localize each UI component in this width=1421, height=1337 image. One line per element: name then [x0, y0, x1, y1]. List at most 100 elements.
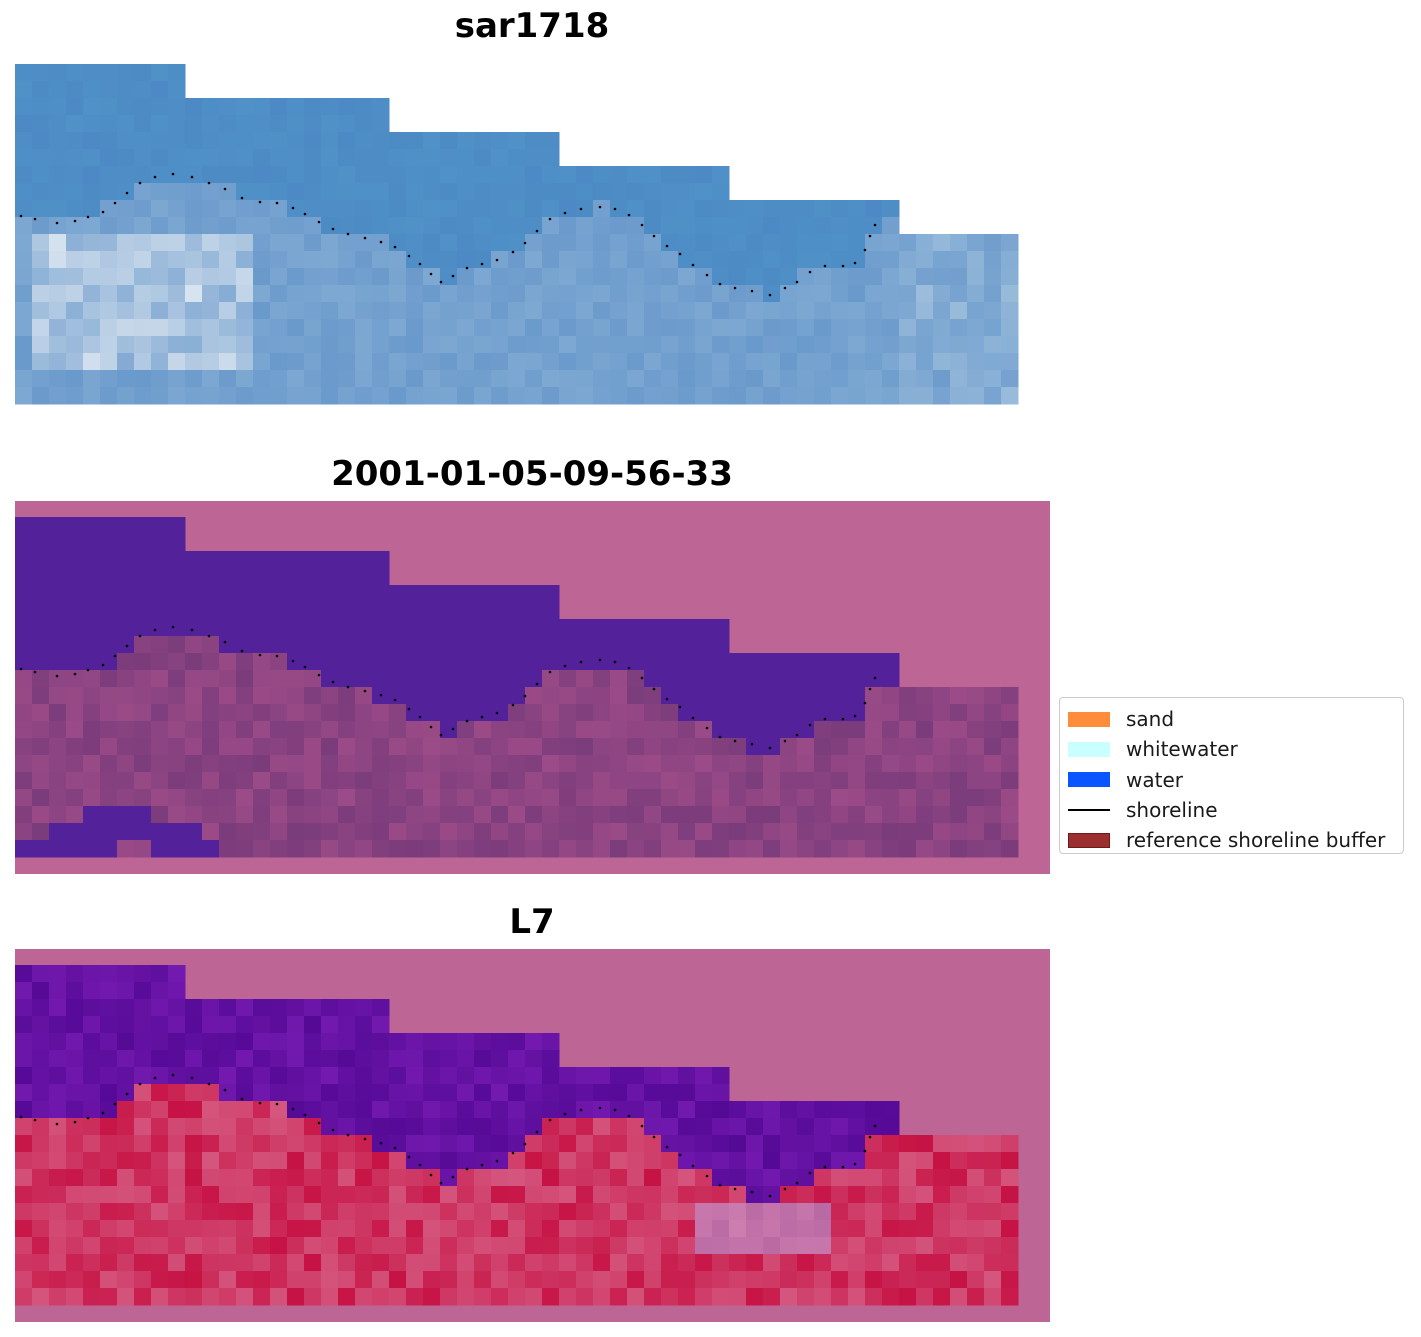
- image-cell: [1001, 738, 1019, 756]
- shoreline-point: [511, 250, 515, 254]
- image-cell: [219, 721, 237, 739]
- image-cell: [695, 1135, 713, 1153]
- image-cell: [66, 965, 84, 983]
- image-cell: [729, 302, 747, 320]
- image-cell: [321, 636, 339, 654]
- image-cell: [32, 1101, 50, 1119]
- image-cell: [950, 738, 968, 756]
- shoreline-point: [138, 634, 142, 638]
- shoreline-point: [733, 1187, 737, 1191]
- image-cell: [253, 602, 271, 620]
- image-cell: [899, 1288, 917, 1306]
- image-cell: [253, 285, 271, 303]
- shoreline-point: [868, 1135, 872, 1139]
- image-cell: [389, 1084, 407, 1102]
- image-cell: [627, 1237, 645, 1255]
- shoreline-point: [783, 1187, 787, 1191]
- image-cell: [780, 1101, 798, 1119]
- image-cell: [559, 1237, 577, 1255]
- image-cell: [984, 772, 1002, 790]
- image-cell: [287, 251, 305, 269]
- image-cell: [542, 602, 560, 620]
- image-cell: [712, 789, 730, 807]
- image-cell: [899, 387, 917, 405]
- image-cell: [984, 1288, 1002, 1306]
- image-cell: [389, 806, 407, 824]
- image-cell: [304, 319, 322, 337]
- image-cell: [695, 353, 713, 371]
- image-cell: [202, 1271, 220, 1289]
- image-cell: [423, 387, 441, 405]
- shoreline-point: [691, 716, 695, 720]
- image-cell: [100, 302, 118, 320]
- image-cell: [287, 755, 305, 773]
- shoreline-point: [223, 640, 227, 644]
- image-cell: [185, 268, 203, 286]
- image-cell: [338, 370, 356, 388]
- image-cell: [66, 370, 84, 388]
- image-cell: [457, 1118, 475, 1136]
- image-cell: [338, 1050, 356, 1068]
- image-cell: [967, 1220, 985, 1238]
- image-cell: [15, 1237, 33, 1255]
- image-cell: [457, 217, 475, 235]
- image-cell: [168, 653, 186, 671]
- image-cell: [372, 585, 390, 603]
- image-cell: [202, 999, 220, 1017]
- image-cell: [66, 132, 84, 150]
- image-cell: [933, 823, 951, 841]
- image-cell: [151, 81, 169, 99]
- shoreline-point: [841, 1165, 845, 1169]
- image-cell: [814, 302, 832, 320]
- image-cell: [474, 1288, 492, 1306]
- image-cell: [627, 1135, 645, 1153]
- image-cell: [372, 251, 390, 269]
- image-cell: [695, 1101, 713, 1119]
- image-cell: [576, 704, 594, 722]
- image-cell: [15, 1169, 33, 1187]
- title-classification: 2001-01-05-09-56-33: [331, 454, 733, 494]
- image-cell: [253, 585, 271, 603]
- image-cell: [678, 1237, 696, 1255]
- image-cell: [15, 982, 33, 1000]
- image-cell: [151, 772, 169, 790]
- image-cell: [831, 319, 849, 337]
- image-cell: [967, 1288, 985, 1306]
- image-cell: [32, 1152, 50, 1170]
- image-cell: [508, 772, 526, 790]
- image-cell: [865, 1288, 883, 1306]
- image-cell: [236, 302, 254, 320]
- image-cell: [916, 704, 934, 722]
- image-cell: [831, 336, 849, 354]
- image-cell: [882, 200, 900, 218]
- image-cell: [899, 1237, 917, 1255]
- image-cell: [474, 149, 492, 167]
- image-cell: [66, 585, 84, 603]
- image-cell: [202, 1169, 220, 1187]
- image-cell: [814, 789, 832, 807]
- image-cell: [219, 1254, 237, 1272]
- image-cell: [134, 1050, 152, 1068]
- image-cell: [134, 319, 152, 337]
- image-cell: [627, 789, 645, 807]
- image-cell: [32, 336, 50, 354]
- image-cell: [270, 387, 288, 405]
- image-cell: [49, 1254, 67, 1272]
- image-cell: [202, 806, 220, 824]
- shoreline-point: [495, 711, 499, 715]
- image-cell: [32, 353, 50, 371]
- image-cell: [355, 98, 373, 116]
- image-cell: [117, 149, 135, 167]
- image-cell: [746, 1237, 764, 1255]
- image-cell: [457, 738, 475, 756]
- image-cell: [814, 1220, 832, 1238]
- image-cell: [117, 636, 135, 654]
- image-cell: [763, 1135, 781, 1153]
- image-cell: [814, 704, 832, 722]
- image-cell: [457, 653, 475, 671]
- shoreline-point: [291, 1107, 295, 1111]
- image-cell: [168, 200, 186, 218]
- image-cell: [933, 336, 951, 354]
- image-cell: [236, 115, 254, 133]
- image-cell: [610, 1169, 628, 1187]
